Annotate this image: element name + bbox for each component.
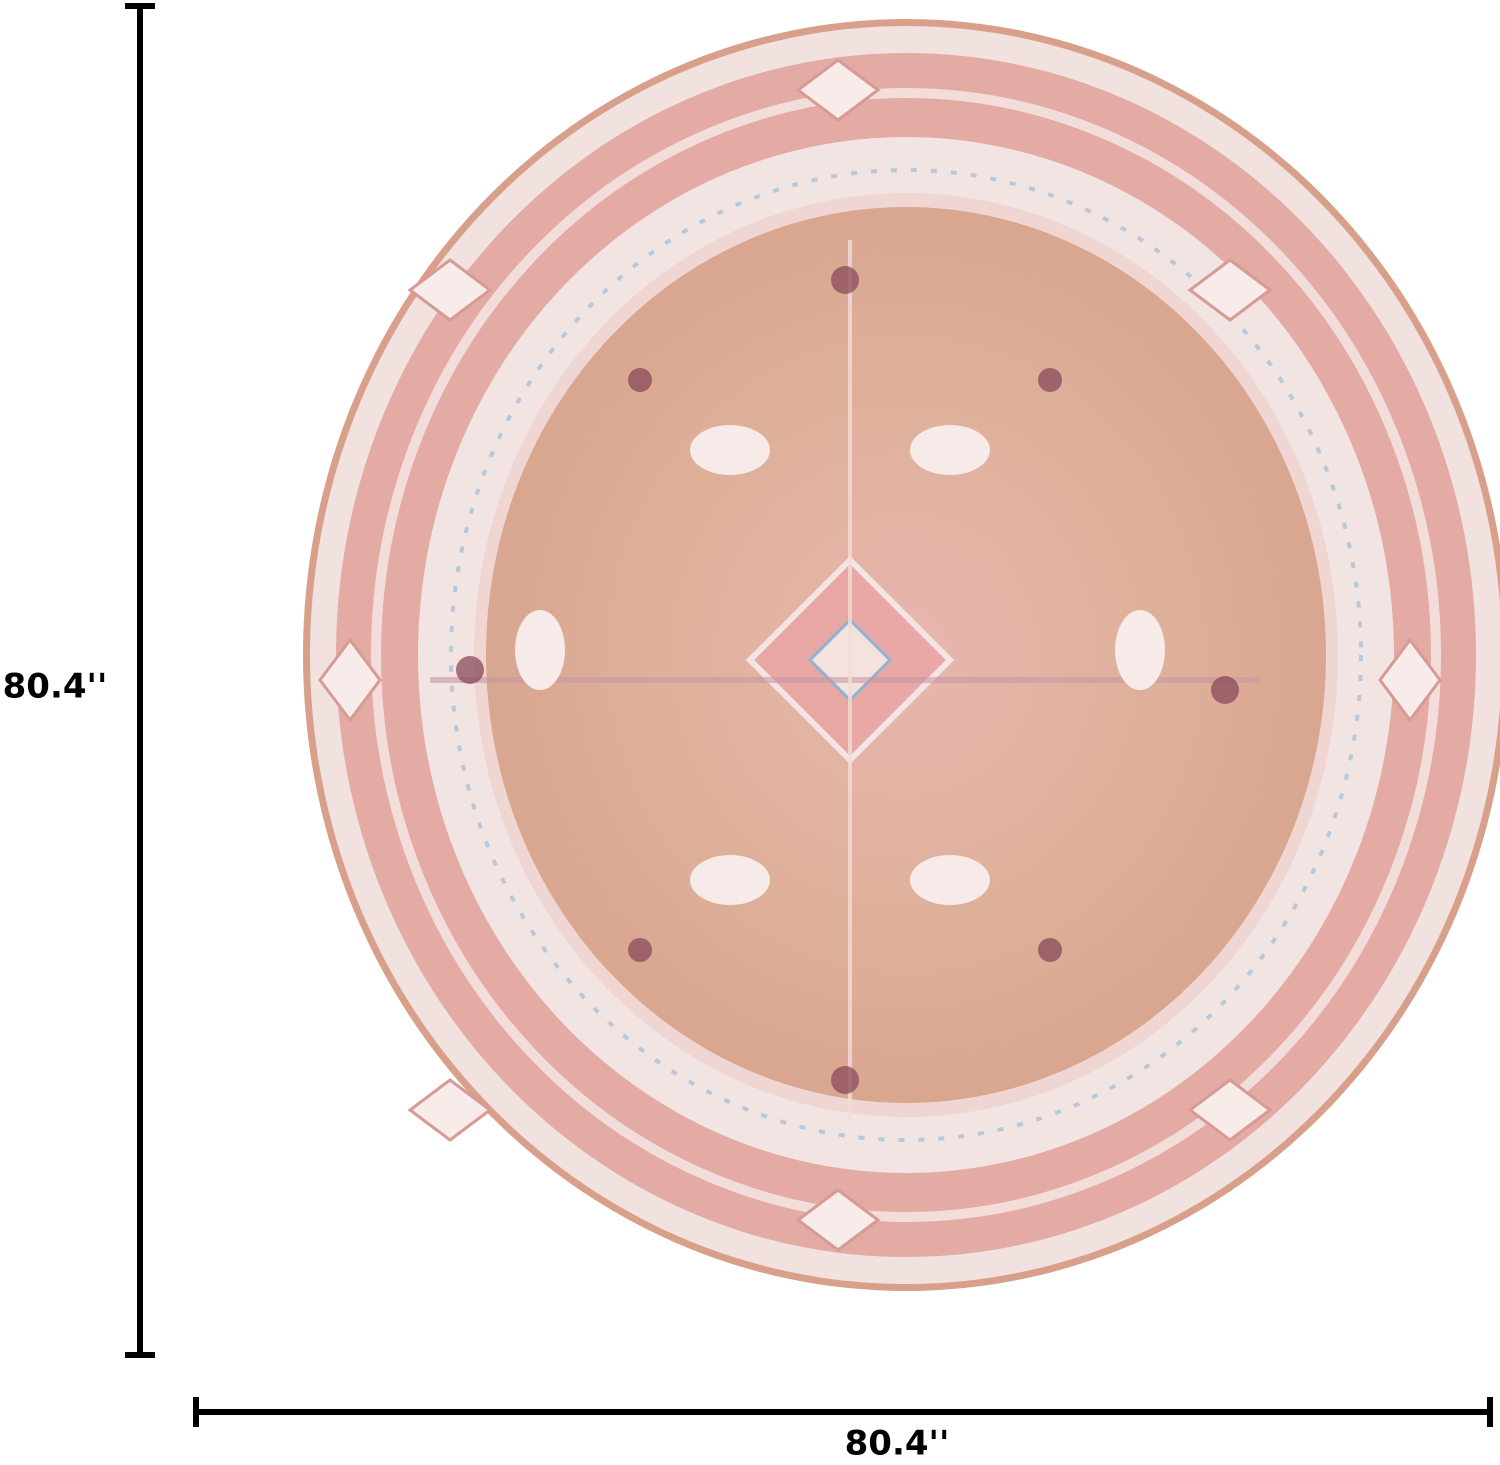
width-label: 80.4'' [845,1424,950,1464]
height-dimension: 80.4'' [3,3,155,1358]
width-dimension: 80.4'' [193,1397,1493,1464]
round-rug [303,19,1500,1291]
height-label: 80.4'' [3,667,108,707]
